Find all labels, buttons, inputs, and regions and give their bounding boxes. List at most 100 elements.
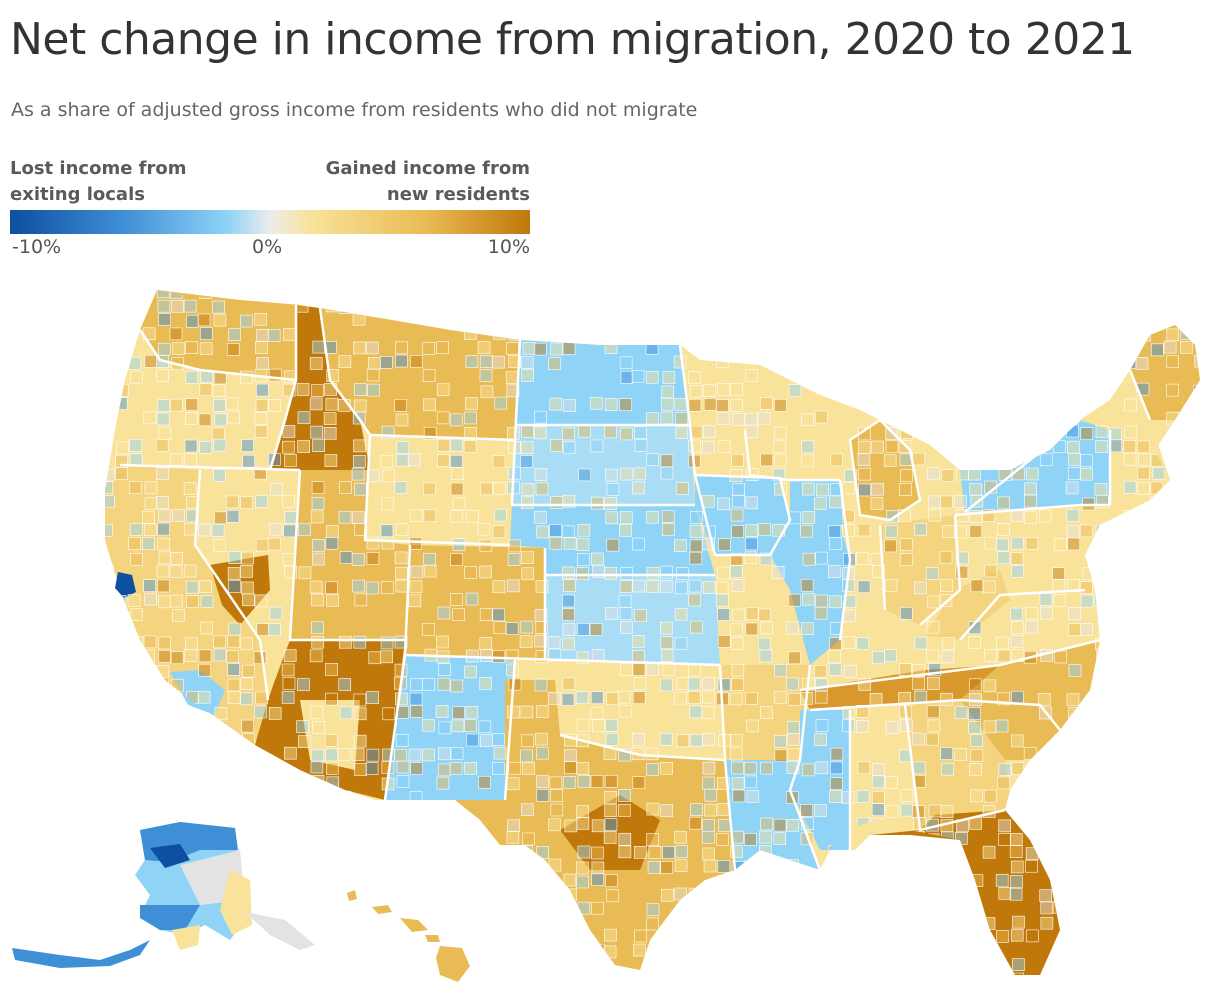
county-tile	[717, 439, 731, 453]
county-tile	[254, 425, 268, 438]
county-tile	[619, 580, 633, 593]
county-tile	[660, 300, 673, 314]
county-tile	[620, 567, 634, 580]
county-tile	[423, 552, 436, 566]
county-tile	[1194, 915, 1200, 928]
county-tile	[899, 483, 912, 496]
county-tile	[507, 972, 521, 975]
county-tile	[815, 410, 828, 424]
state-borders	[119, 305, 1152, 871]
county-tile	[169, 327, 183, 341]
county-tile	[744, 916, 758, 929]
county-tile	[394, 663, 408, 677]
county-tile	[576, 290, 590, 300]
county-tile	[1066, 888, 1080, 902]
county-tile	[814, 606, 828, 620]
county-tile	[884, 539, 897, 553]
county-tile	[701, 706, 715, 719]
county-tile	[492, 762, 505, 775]
county-tile	[521, 369, 535, 382]
county-tile	[365, 762, 379, 775]
county-tile	[436, 635, 449, 649]
county-tile	[800, 622, 814, 635]
county-tile	[1079, 384, 1093, 398]
county-tile	[116, 441, 129, 455]
county-tile	[1137, 300, 1151, 314]
county-tile	[409, 355, 423, 368]
county-tile	[660, 636, 674, 650]
county-tile	[604, 425, 617, 439]
county-tile	[213, 313, 227, 327]
county-tile	[464, 566, 477, 579]
county-tile	[662, 371, 676, 384]
county-tile	[241, 719, 254, 733]
county-tile	[1166, 328, 1180, 342]
county-tile	[256, 972, 269, 975]
county-tile	[311, 481, 325, 494]
county-tile	[395, 341, 408, 355]
county-tile	[576, 805, 589, 818]
county-tile	[171, 678, 184, 692]
county-tile	[997, 455, 1011, 469]
county-tile	[998, 887, 1012, 900]
county-tile	[1025, 847, 1039, 860]
county-tile	[717, 860, 731, 873]
county-tile	[507, 916, 521, 930]
county-tile	[1137, 440, 1150, 454]
county-tile	[1164, 860, 1178, 874]
county-tile	[351, 467, 365, 481]
county-tile	[351, 832, 365, 846]
county-tile	[745, 886, 758, 900]
county-tile	[1052, 567, 1065, 581]
county-tile	[115, 818, 129, 831]
county-tile	[774, 300, 787, 314]
county-tile	[814, 497, 827, 511]
county-tile	[312, 340, 326, 354]
county-tile	[814, 665, 827, 678]
county-tile	[813, 929, 827, 942]
county-tile	[926, 313, 940, 327]
county-tile	[786, 733, 800, 746]
county-tile	[156, 664, 170, 678]
county-tile	[520, 705, 534, 719]
county-tile	[717, 916, 730, 930]
county-tile	[283, 328, 296, 341]
county-tile	[676, 567, 689, 580]
county-tile	[1123, 901, 1136, 915]
county-tile	[786, 340, 800, 354]
county-tile	[1067, 777, 1081, 790]
county-tile	[1150, 343, 1164, 357]
county-tile	[911, 732, 925, 746]
county-tile	[1150, 721, 1163, 735]
county-tile	[969, 763, 982, 776]
county-tile	[760, 706, 773, 719]
county-tile	[1193, 634, 1200, 648]
county-tile	[1095, 551, 1109, 565]
county-tile	[548, 818, 561, 832]
county-tile	[144, 354, 158, 368]
county-tile	[382, 469, 396, 483]
county-tile	[1178, 874, 1191, 888]
county-tile	[1025, 354, 1039, 368]
county-tile	[156, 369, 169, 382]
county-tile	[480, 942, 494, 956]
county-tile	[1039, 889, 1053, 902]
county-tile	[1066, 958, 1080, 972]
county-tile	[1051, 958, 1065, 971]
county-tile	[449, 761, 463, 775]
county-tile	[1122, 875, 1136, 888]
county-tile	[674, 691, 687, 705]
county-tile	[368, 928, 381, 942]
county-tile	[464, 762, 477, 775]
county-tile	[718, 958, 731, 971]
county-tile	[745, 496, 758, 510]
county-tile	[409, 537, 422, 550]
county-tile	[816, 314, 829, 328]
county-tile	[547, 943, 561, 956]
county-tile	[130, 636, 144, 650]
county-tile	[547, 691, 561, 705]
county-tile	[1095, 524, 1109, 538]
county-tile	[605, 874, 618, 888]
county-tile	[760, 397, 773, 410]
county-tile	[465, 858, 479, 872]
